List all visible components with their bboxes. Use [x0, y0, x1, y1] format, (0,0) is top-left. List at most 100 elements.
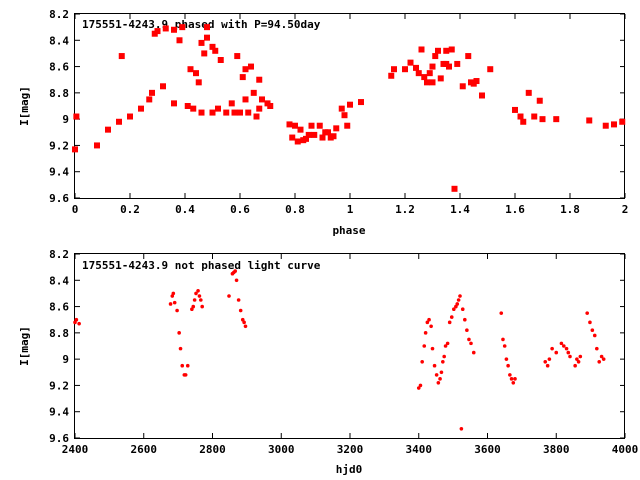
data-point: [388, 72, 395, 79]
data-point: [434, 373, 439, 377]
y-axis-label: I[mag]: [18, 86, 31, 126]
data-point: [435, 47, 441, 54]
data-point: [316, 122, 323, 129]
data-point: [454, 60, 461, 67]
data-point: [168, 302, 173, 306]
data-point: [443, 344, 448, 348]
y-tick-label: 8.8: [49, 327, 69, 340]
x-tick-label: 0.6: [230, 203, 250, 216]
data-point: [74, 317, 79, 322]
data-point: [286, 121, 293, 128]
y-axis-label: I[mag]: [18, 326, 31, 366]
data-point: [588, 320, 592, 325]
x-tick-label: 2400: [62, 443, 89, 456]
data-point: [465, 328, 469, 333]
data-point: [294, 138, 301, 145]
data-point: [513, 377, 517, 381]
data-point: [550, 346, 554, 351]
data-point: [479, 92, 485, 99]
data-point: [73, 113, 80, 120]
data-point: [118, 53, 125, 60]
data-point: [418, 46, 425, 53]
y-tick-label: 9: [62, 353, 69, 366]
data-point: [94, 142, 100, 149]
data-point: [223, 109, 230, 116]
data-points: [72, 24, 626, 192]
data-point: [333, 125, 340, 132]
data-point: [236, 298, 241, 302]
data-point: [429, 324, 433, 329]
x-tick-label: 1.6: [505, 203, 525, 216]
data-point: [509, 377, 514, 381]
data-point: [292, 122, 298, 129]
data-point: [456, 298, 461, 302]
x-tick-label: 2: [622, 203, 629, 216]
data-point: [427, 317, 431, 322]
data-point: [325, 129, 331, 136]
data-point: [586, 117, 593, 124]
data-point: [209, 43, 216, 50]
data-point: [183, 373, 188, 377]
plot-frame: [74, 253, 625, 439]
data-point: [504, 357, 509, 361]
y-tick-label: 8.2: [49, 8, 69, 21]
data-point: [402, 66, 408, 73]
data-point: [180, 363, 185, 368]
x-tick-label: 2800: [199, 443, 226, 456]
chart-title: 175551-4243.9 phased with P=94.50day: [82, 18, 321, 31]
data-point: [238, 308, 243, 313]
data-point: [190, 105, 197, 112]
data-point: [443, 47, 450, 54]
data-point: [465, 53, 472, 60]
data-point: [502, 344, 507, 348]
data-point: [105, 126, 111, 133]
data-point: [242, 96, 249, 103]
x-tick-label: 0.2: [120, 203, 140, 216]
data-point: [432, 363, 437, 368]
chart-title: 175551-4243.9 not phased light curve: [82, 259, 321, 272]
data-point: [471, 350, 476, 355]
phased-light-curve-panel: 175551-4243.9 phased with P=94.50day pha…: [18, 8, 628, 237]
y-tick-label: 8.6: [49, 301, 69, 314]
data-point: [179, 24, 186, 31]
data-point: [330, 133, 337, 140]
data-point: [256, 76, 263, 83]
axis-ticks: 2400 2600 2800 3000 3200 3400 3600 3800 4000 8.2 8…: [49, 248, 638, 456]
data-point: [446, 63, 452, 70]
data-point: [602, 122, 609, 129]
data-point: [149, 89, 155, 96]
data-point: [559, 341, 564, 346]
data-point: [204, 24, 210, 31]
data-point: [539, 116, 546, 123]
y-tick-label: 9.2: [49, 139, 69, 152]
data-point: [176, 37, 183, 44]
data-point: [228, 100, 235, 107]
data-point: [601, 357, 606, 361]
data-point: [413, 64, 419, 71]
data-point: [438, 377, 442, 381]
data-point: [459, 83, 466, 90]
y-tick-label: 9: [62, 113, 69, 126]
data-point: [418, 383, 423, 388]
data-point: [459, 427, 464, 431]
data-point: [487, 66, 494, 73]
data-point: [512, 106, 518, 113]
y-tick-label: 8.6: [49, 61, 69, 74]
data-point: [77, 321, 81, 326]
data-point: [506, 363, 510, 368]
data-point: [467, 337, 471, 342]
data-point: [429, 79, 436, 86]
data-point: [422, 344, 427, 348]
data-point: [432, 53, 439, 60]
data-point: [172, 300, 177, 305]
data-point: [460, 307, 465, 312]
data-point: [305, 131, 312, 138]
data-point: [209, 109, 216, 116]
data-point: [517, 113, 524, 120]
x-tick-label: 3400: [406, 443, 433, 456]
data-point: [421, 74, 428, 81]
data-point: [590, 328, 595, 333]
data-point: [573, 363, 577, 368]
data-point: [267, 103, 274, 109]
data-point: [233, 269, 237, 273]
